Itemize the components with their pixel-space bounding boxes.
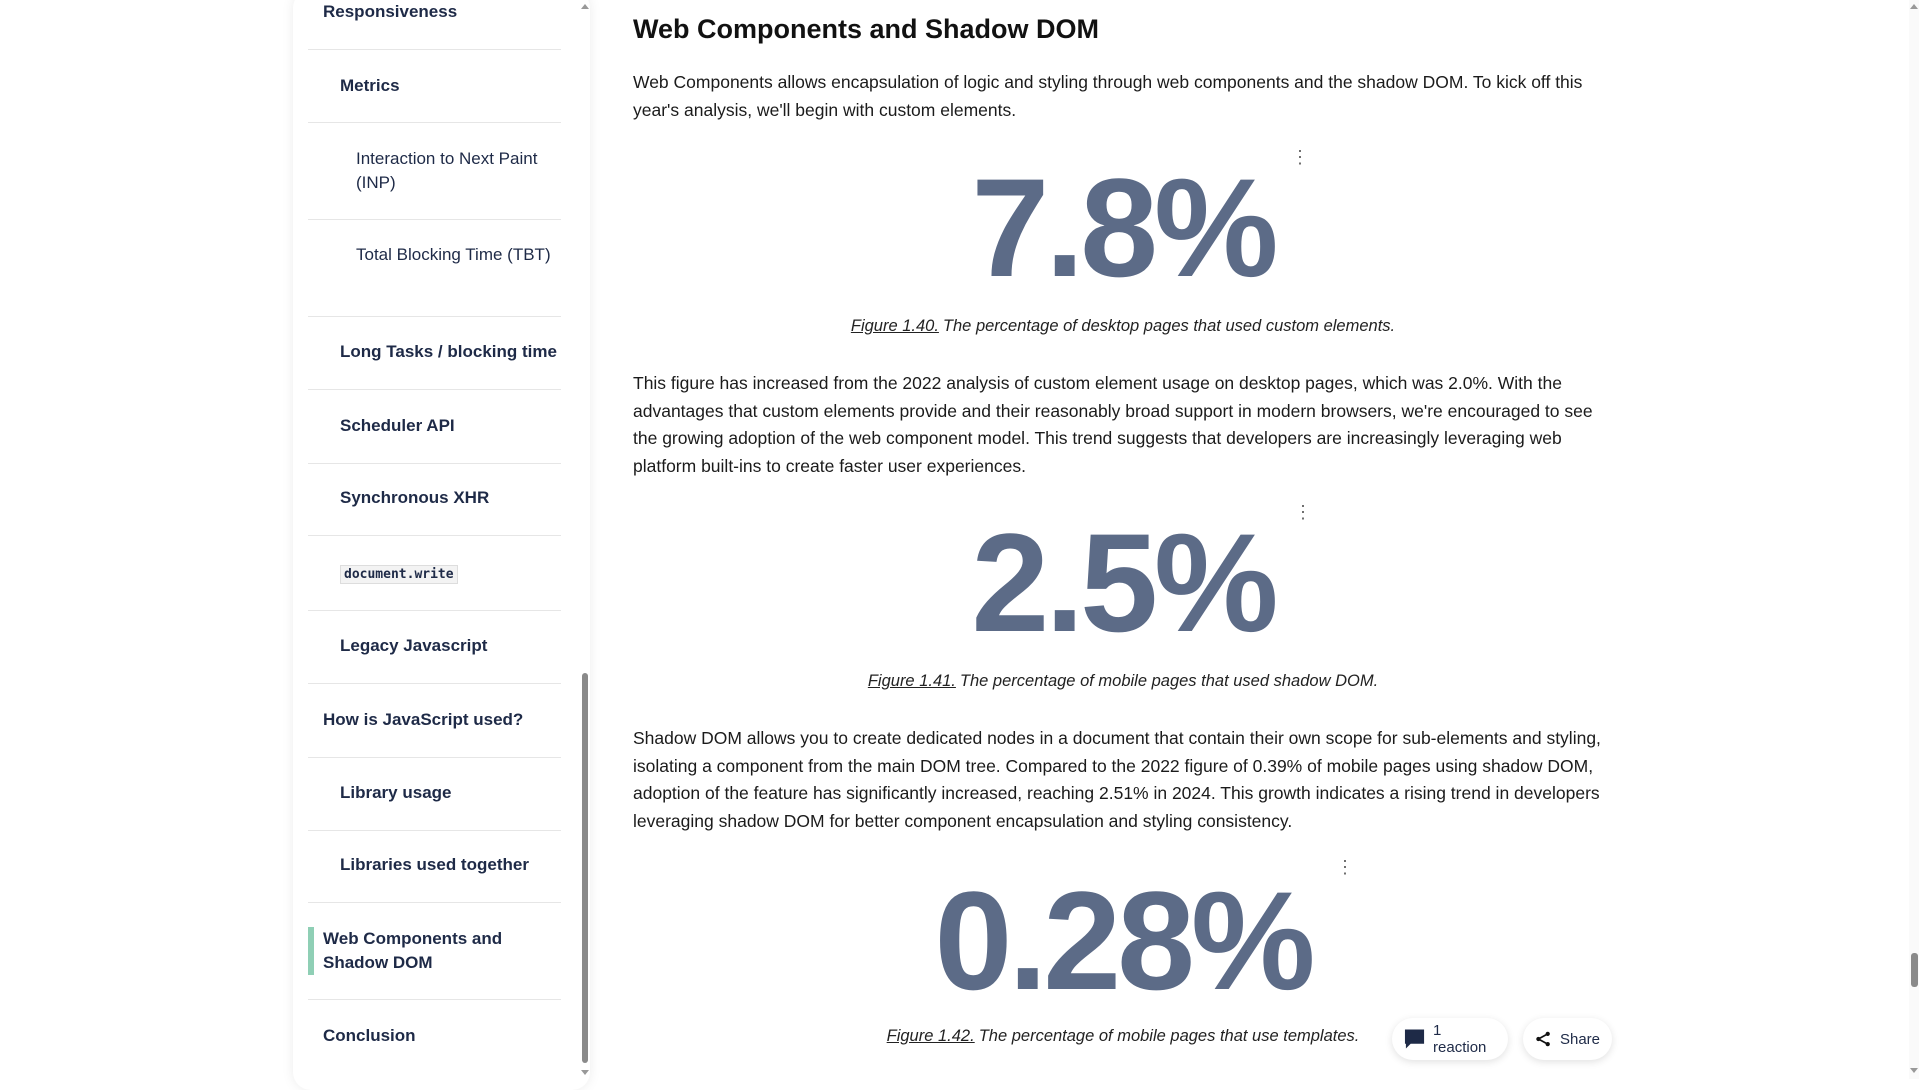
toc-item-libraries-together[interactable]: Libraries used together	[340, 855, 529, 874]
toc-item-long-tasks[interactable]: Long Tasks / blocking time	[340, 342, 557, 361]
figure-value: 0.28%	[934, 862, 1316, 1019]
scroll-up-arrow-icon[interactable]	[1910, 4, 1918, 9]
divider	[308, 830, 561, 831]
figure-caption: Figure 1.40. The percentage of desktop pa…	[633, 317, 1613, 336]
share-icon	[1536, 1031, 1550, 1047]
toc-item-how-is-js-used[interactable]: How is JavaScript used?	[323, 710, 524, 729]
figure-link[interactable]: Figure 1.41.	[867, 672, 956, 690]
share-button[interactable]: Share	[1523, 1018, 1612, 1060]
toc-item-scheduler-api[interactable]: Scheduler API	[340, 416, 455, 435]
divider	[308, 122, 561, 123]
table-of-contents	[293, 0, 590, 1090]
page-scrollbar-thumb[interactable]	[1911, 953, 1918, 987]
toc-item-sync-xhr[interactable]: Synchronous XHR	[340, 488, 490, 507]
toc-item-web-components[interactable]: Web Components and Shadow DOM	[323, 929, 503, 972]
toc-item-metrics[interactable]: Metrics	[340, 76, 400, 95]
divider	[308, 463, 561, 464]
toc-item-library-usage[interactable]: Library usage	[340, 783, 452, 802]
reaction-button[interactable]: 1 reaction	[1392, 1018, 1508, 1060]
toc-item-document-write[interactable]: document.write	[308, 561, 593, 587]
divider	[308, 389, 561, 390]
scroll-up-arrow-icon[interactable]	[581, 4, 589, 9]
reaction-label: 1 reaction	[1433, 1022, 1487, 1056]
figure-link[interactable]: Figure 1.42.	[886, 1027, 975, 1045]
scroll-down-arrow-icon[interactable]	[581, 1070, 589, 1075]
divider	[308, 49, 561, 50]
figure-link[interactable]: Figure 1.40.	[850, 317, 939, 335]
scroll-down-arrow-icon[interactable]	[1910, 1068, 1918, 1073]
sidebar-scrollbar[interactable]	[580, 0, 590, 1079]
divider	[308, 316, 561, 317]
code-label: document.write	[340, 565, 458, 584]
caption-text: The percentage of desktop pages that use…	[942, 317, 1396, 335]
toc-item-inp[interactable]: Interaction to Next Paint (INP)	[356, 149, 538, 192]
figure-value: 2.5%	[971, 504, 1278, 661]
divider	[308, 683, 561, 684]
divider	[308, 757, 561, 758]
caption-text: The percentage of mobile pages that used…	[959, 672, 1379, 690]
toc-item-conclusion[interactable]: Conclusion	[323, 1026, 416, 1045]
active-indicator	[308, 927, 314, 975]
figure-caption: Figure 1.41. The percentage of mobile pag…	[633, 672, 1613, 691]
paragraph: This figure has increased from the 2022 …	[633, 373, 1593, 476]
paragraph: Web Components allows encapsulation of l…	[633, 72, 1583, 120]
divider	[308, 610, 561, 611]
section-heading: Web Components and Shadow DOM	[633, 14, 1100, 44]
paragraph: Shadow DOM allows you to create dedicate…	[633, 728, 1601, 831]
comment-icon	[1404, 1029, 1425, 1049]
divider	[308, 902, 561, 903]
sidebar-scrollbar-thumb[interactable]	[582, 673, 588, 1063]
page-scrollbar[interactable]	[1909, 0, 1919, 1079]
divider	[308, 535, 561, 536]
divider	[308, 999, 561, 1000]
toc-item-legacy-javascript[interactable]: Legacy Javascript	[340, 636, 488, 655]
toc-item-tbt[interactable]: Total Blocking Time (TBT)	[356, 245, 551, 264]
caption-text: The percentage of mobile pages that use …	[978, 1027, 1360, 1045]
figure-caption: Figure 1.42. The percentage of mobile pag…	[633, 1027, 1613, 1046]
divider	[308, 219, 561, 220]
share-label: Share	[1559, 1030, 1600, 1048]
toc-item-responsiveness[interactable]: Responsiveness	[323, 2, 458, 21]
figure-value: 7.8%	[971, 149, 1278, 306]
